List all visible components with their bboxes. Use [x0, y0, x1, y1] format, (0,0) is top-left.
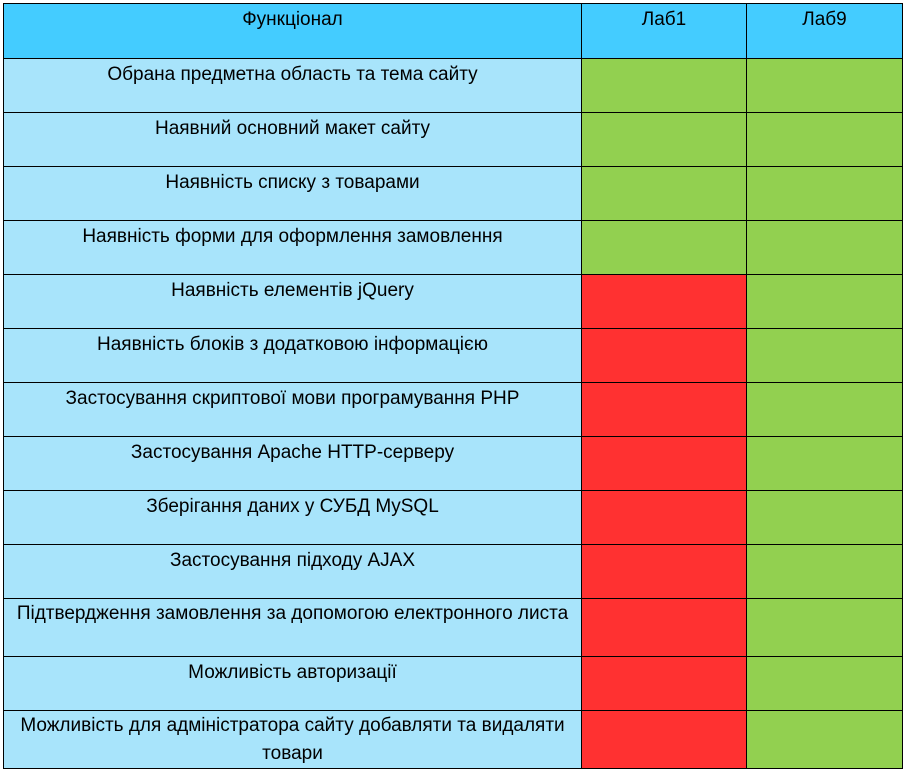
header-row: Функціонал Лаб1 Лаб9	[3, 3, 903, 59]
table-row: Підтвердження замовлення за допомогою ел…	[3, 598, 903, 657]
feature-cell: Зберігання даних у СУБД MySQL	[3, 490, 582, 545]
feature-cell: Наявність списку з товарами	[3, 166, 582, 221]
feature-cell: Наявний основний макет сайту	[3, 112, 582, 167]
lab9-status-cell	[746, 710, 903, 769]
lab1-status-cell	[581, 58, 747, 113]
lab9-status-cell	[746, 490, 903, 545]
feature-cell: Наявність блоків з додатковою інформаціє…	[3, 328, 582, 383]
lab1-status-cell	[581, 656, 747, 711]
lab9-status-cell	[746, 544, 903, 599]
table-row: Застосування Apache HTTP-серверу	[3, 436, 903, 491]
header-lab9: Лаб9	[746, 3, 903, 59]
feature-comparison-table: Функціонал Лаб1 Лаб9 Обрана предметна об…	[3, 3, 903, 769]
feature-cell: Застосування скриптової мови програмуван…	[3, 382, 582, 437]
lab1-status-cell	[581, 166, 747, 221]
lab9-status-cell	[746, 382, 903, 437]
lab9-status-cell	[746, 112, 903, 167]
lab9-status-cell	[746, 656, 903, 711]
table-row: Можливість для адміністратора сайту доба…	[3, 710, 903, 769]
feature-cell: Підтвердження замовлення за допомогою ел…	[3, 598, 582, 657]
header-feature: Функціонал	[3, 3, 582, 59]
lab9-status-cell	[746, 436, 903, 491]
lab9-status-cell	[746, 328, 903, 383]
lab1-status-cell	[581, 544, 747, 599]
feature-cell: Обрана предметна область та тема сайту	[3, 58, 582, 113]
table-row: Обрана предметна область та тема сайту	[3, 58, 903, 113]
lab9-status-cell	[746, 58, 903, 113]
lab9-status-cell	[746, 166, 903, 221]
feature-cell: Можливість авторизації	[3, 656, 582, 711]
lab1-status-cell	[581, 490, 747, 545]
lab1-status-cell	[581, 710, 747, 769]
feature-cell: Застосування Apache HTTP-серверу	[3, 436, 582, 491]
lab1-status-cell	[581, 436, 747, 491]
lab1-status-cell	[581, 328, 747, 383]
lab1-status-cell	[581, 220, 747, 275]
table-row: Застосування скриптової мови програмуван…	[3, 382, 903, 437]
lab1-status-cell	[581, 112, 747, 167]
lab9-status-cell	[746, 598, 903, 657]
table-row: Наявність блоків з додатковою інформаціє…	[3, 328, 903, 383]
lab1-status-cell	[581, 598, 747, 657]
table-row: Можливість авторизації	[3, 656, 903, 711]
table-row: Наявність елементів jQuery	[3, 274, 903, 329]
feature-cell: Наявність елементів jQuery	[3, 274, 582, 329]
header-lab1: Лаб1	[581, 3, 747, 59]
lab1-status-cell	[581, 382, 747, 437]
lab9-status-cell	[746, 220, 903, 275]
table-row: Наявність списку з товарами	[3, 166, 903, 221]
feature-cell: Застосування підходу AJAX	[3, 544, 582, 599]
feature-cell: Можливість для адміністратора сайту доба…	[3, 710, 582, 769]
table-row: Наявний основний макет сайту	[3, 112, 903, 167]
table-row: Застосування підходу AJAX	[3, 544, 903, 599]
lab1-status-cell	[581, 274, 747, 329]
lab9-status-cell	[746, 274, 903, 329]
feature-cell: Наявність форми для оформлення замовленн…	[3, 220, 582, 275]
table-row: Наявність форми для оформлення замовленн…	[3, 220, 903, 275]
table-row: Зберігання даних у СУБД MySQL	[3, 490, 903, 545]
